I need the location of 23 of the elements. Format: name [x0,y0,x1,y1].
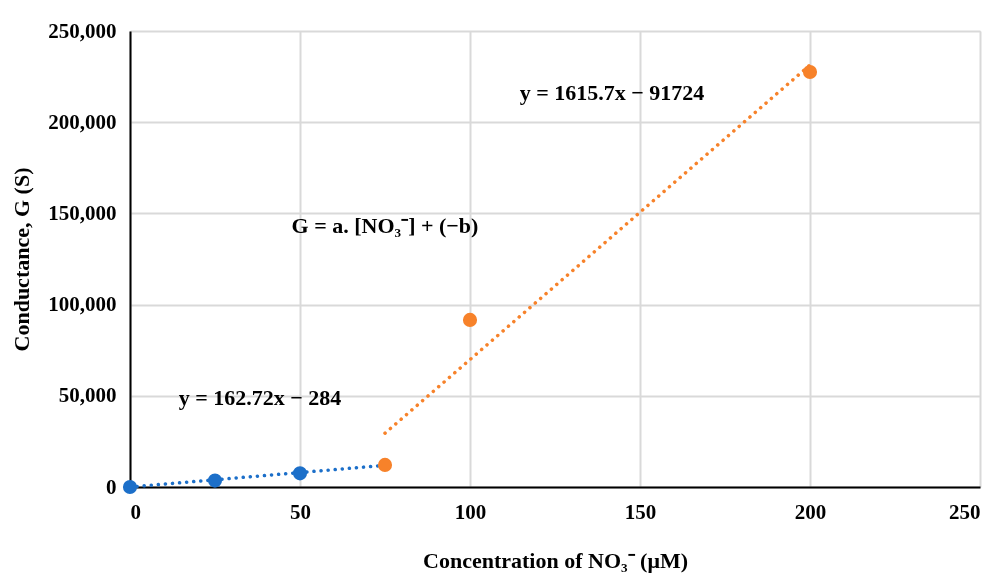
annotation: G = a. [NO₃⁻] + (−b) [291,213,479,238]
annotation: y = 1615.7x − 91724 [519,80,705,105]
y-tick-label: 100,000 [48,292,117,317]
y-tick-label: 250,000 [48,18,117,43]
y-tick-label: 200,000 [48,109,117,134]
x-tick-label: 0 [130,499,141,524]
x-tick-label: 200 [794,499,827,524]
point [207,473,223,488]
y-tick-label: 50,000 [58,383,117,408]
annotation: y = 162.72x − 284 [178,385,342,410]
x-tick-label: 250 [949,499,981,524]
point [462,312,478,327]
y-axis-title: Conductance, G (S) [9,167,35,352]
y-tick-label: 0 [106,474,117,499]
x-tick-label: 150 [624,499,657,524]
x-tick-label: 100 [454,499,487,524]
x-axis-title: Concentration of NO₃⁻ (μM) [423,547,688,573]
point [292,466,308,481]
x-tick-label: 50 [290,499,311,524]
y-tick-label: 150,000 [48,200,117,225]
point [802,64,818,80]
point [377,457,393,472]
point [122,479,138,495]
